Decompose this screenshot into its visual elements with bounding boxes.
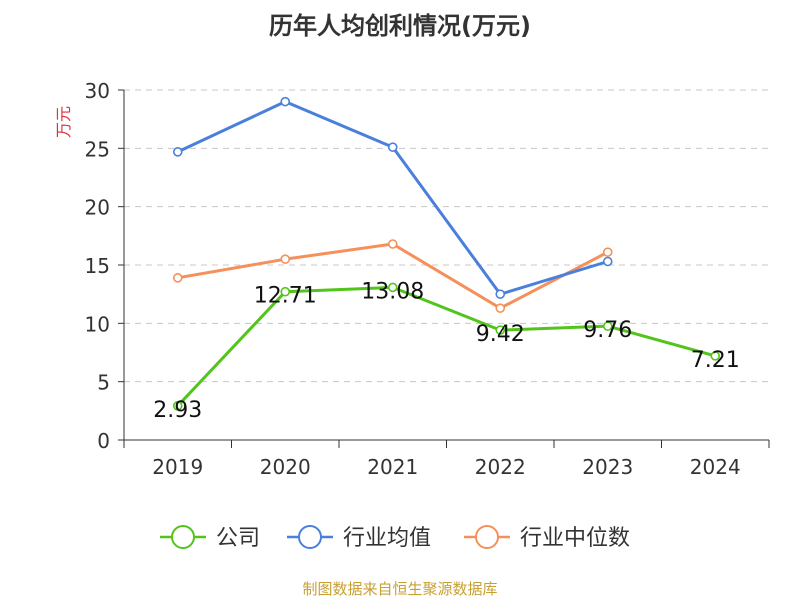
data-point xyxy=(280,254,291,264)
legend-item[interactable]: 公司 xyxy=(160,525,260,551)
x-tick-label: 2020 xyxy=(260,455,311,479)
data-point xyxy=(172,273,183,283)
data-label: 12.71 xyxy=(254,284,317,309)
data-point xyxy=(172,401,183,411)
data-point xyxy=(387,239,398,249)
y-tick-label: 20 xyxy=(85,196,110,220)
legend-swatch-marker xyxy=(475,525,499,549)
data-point xyxy=(172,147,183,157)
data-label: 13.08 xyxy=(361,279,424,304)
data-point xyxy=(602,247,613,257)
data-point xyxy=(602,256,613,267)
grid-lines xyxy=(124,89,769,383)
series xyxy=(172,96,721,411)
legend-label: 行业均值 xyxy=(343,526,431,551)
axes: 0 5 10 15 20 25 30 2019 2020 2021 2022 2023 2024 xyxy=(85,79,770,479)
y-tick-label: 15 xyxy=(85,254,110,278)
legend-swatch-marker xyxy=(298,525,322,549)
series-line xyxy=(176,285,717,408)
data-label: 7.21 xyxy=(691,348,740,373)
data-labels: 2.93 12.71 13.08 9.42 9.76 7.21 xyxy=(153,279,739,422)
data-point xyxy=(495,289,506,299)
x-tick-label: 2019 xyxy=(152,455,203,479)
legend: 公司 行业均值 行业中位数 xyxy=(160,525,630,551)
data-point xyxy=(495,325,506,335)
chart-title: 历年人均创利情况(万元) xyxy=(269,12,531,40)
legend-swatch-marker xyxy=(171,525,195,549)
data-point xyxy=(710,351,721,361)
data-label: 9.42 xyxy=(476,322,525,347)
x-tick-label: 2023 xyxy=(582,455,633,479)
x-tick-label: 2021 xyxy=(367,455,418,479)
data-point xyxy=(280,96,291,107)
data-label: 9.76 xyxy=(583,318,632,343)
y-tick-label: 5 xyxy=(97,371,110,395)
x-tick-label: 2022 xyxy=(475,455,526,479)
data-point xyxy=(602,321,613,331)
x-tick-label: 2024 xyxy=(690,455,741,479)
y-tick-label: 25 xyxy=(85,137,110,161)
data-label: 2.93 xyxy=(153,398,202,423)
y-tick-label: 10 xyxy=(85,312,110,336)
data-point xyxy=(387,282,398,293)
data-point xyxy=(495,303,506,313)
y-tick-label: 0 xyxy=(97,429,110,453)
source-note: 制图数据来自恒生聚源数据库 xyxy=(302,580,498,598)
data-point xyxy=(280,286,291,297)
legend-label: 行业中位数 xyxy=(520,526,630,551)
y-tick-label: 30 xyxy=(85,79,110,103)
legend-label: 公司 xyxy=(216,526,260,551)
data-point xyxy=(387,142,398,152)
legend-item[interactable]: 行业中位数 xyxy=(464,525,630,551)
y-axis-label: 万元 xyxy=(54,106,73,138)
legend-item[interactable]: 行业均值 xyxy=(287,525,431,551)
